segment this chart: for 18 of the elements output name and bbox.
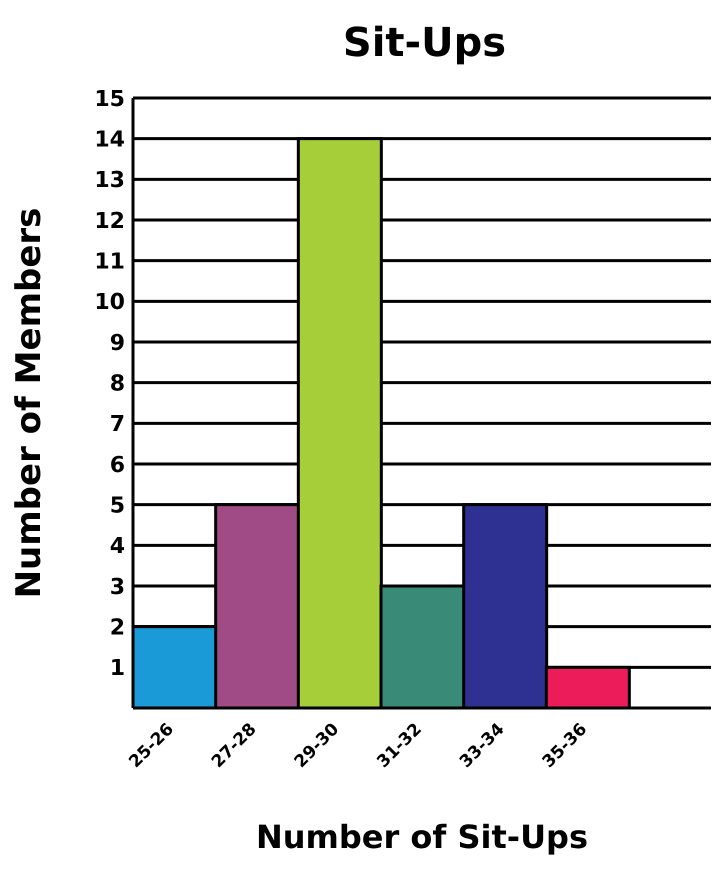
y-tick-label: 14 [94,127,125,152]
y-tick-label: 4 [110,534,125,560]
y-tick-label: 11 [94,249,125,274]
x-axis-title: Number of Sit-Ups [256,818,588,856]
y-tick-label: 9 [110,330,125,356]
y-tick-label: 10 [94,290,125,316]
y-tick-label: 6 [110,452,125,478]
y-tick-label: 15 [94,86,125,112]
chart-title: Sit-Ups [342,19,508,68]
y-tick-label: 7 [110,412,125,438]
y-tick-label: 3 [110,574,125,600]
y-tick-label: 8 [110,371,125,396]
y-tick-label: 5 [110,493,125,518]
y-tick-label: 1 [110,656,125,682]
y-tick-label: 2 [110,615,125,640]
y-tick-label: 12 [94,208,125,234]
y-tick-label: 13 [94,168,125,194]
y-axis-title: Number of Members [9,208,50,598]
